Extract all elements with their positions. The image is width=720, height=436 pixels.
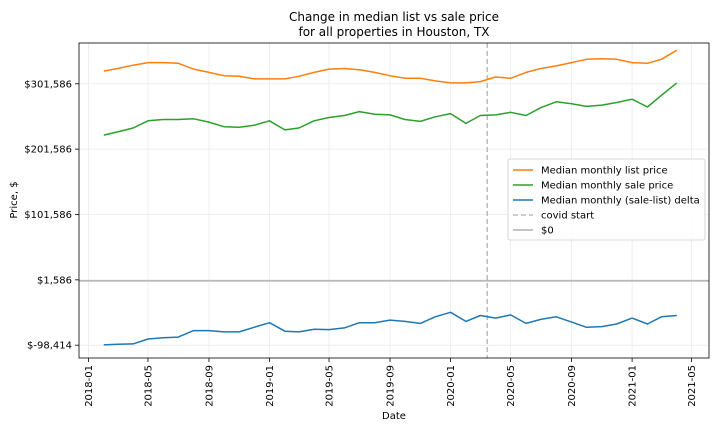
y-tick-label: $-98,414 bbox=[27, 341, 72, 352]
legend-label-zero: $0 bbox=[541, 226, 554, 237]
chart-title-line2: for all properties in Houston, TX bbox=[298, 25, 489, 39]
x-tick-label: 2019-01 bbox=[265, 365, 276, 407]
x-tick-label: 2019-09 bbox=[386, 365, 397, 407]
y-tick-label: $1,586 bbox=[37, 275, 72, 286]
y-tick-label: $101,586 bbox=[24, 210, 72, 221]
x-tick-label: 2020-09 bbox=[567, 365, 578, 407]
axis-layer: 2018-01 2018-05 2018-09 2019-01 2019-05 2019-… bbox=[24, 79, 698, 407]
legend-box bbox=[507, 158, 706, 241]
x-tick-label: 2020-05 bbox=[506, 365, 517, 407]
plot-frame bbox=[78, 42, 710, 359]
legend: Median monthly list price Median monthly… bbox=[507, 158, 706, 241]
x-tick-label: 2020-01 bbox=[446, 365, 457, 407]
y-tick-label: $201,586 bbox=[24, 145, 72, 156]
chart-title-line1: Change in median list vs sale price bbox=[289, 10, 499, 24]
y-tick-label: $301,586 bbox=[24, 79, 72, 90]
x-axis-label: Date bbox=[382, 411, 406, 422]
reference-lines bbox=[79, 43, 709, 358]
legend-label-list: Median monthly list price bbox=[541, 166, 668, 177]
x-tick-label: 2018-05 bbox=[143, 365, 154, 407]
list-price-line bbox=[103, 49, 678, 84]
x-tick-label: 2021-05 bbox=[687, 365, 698, 407]
y-axis-label: Price, $ bbox=[9, 181, 20, 218]
x-tick-label: 2021-01 bbox=[628, 365, 639, 407]
legend-label-delta: Median monthly (sale-list) delta bbox=[541, 196, 700, 207]
legend-label-sale: Median monthly sale price bbox=[541, 181, 673, 192]
delta-line bbox=[103, 311, 677, 346]
x-tick-label: 2018-09 bbox=[204, 365, 215, 407]
legend-label-covid: covid start bbox=[541, 211, 594, 222]
x-tick-label: 2019-05 bbox=[325, 365, 336, 407]
x-tick-label: 2018-01 bbox=[84, 365, 95, 407]
series-layer bbox=[103, 49, 678, 346]
sale-price-line bbox=[103, 82, 678, 136]
